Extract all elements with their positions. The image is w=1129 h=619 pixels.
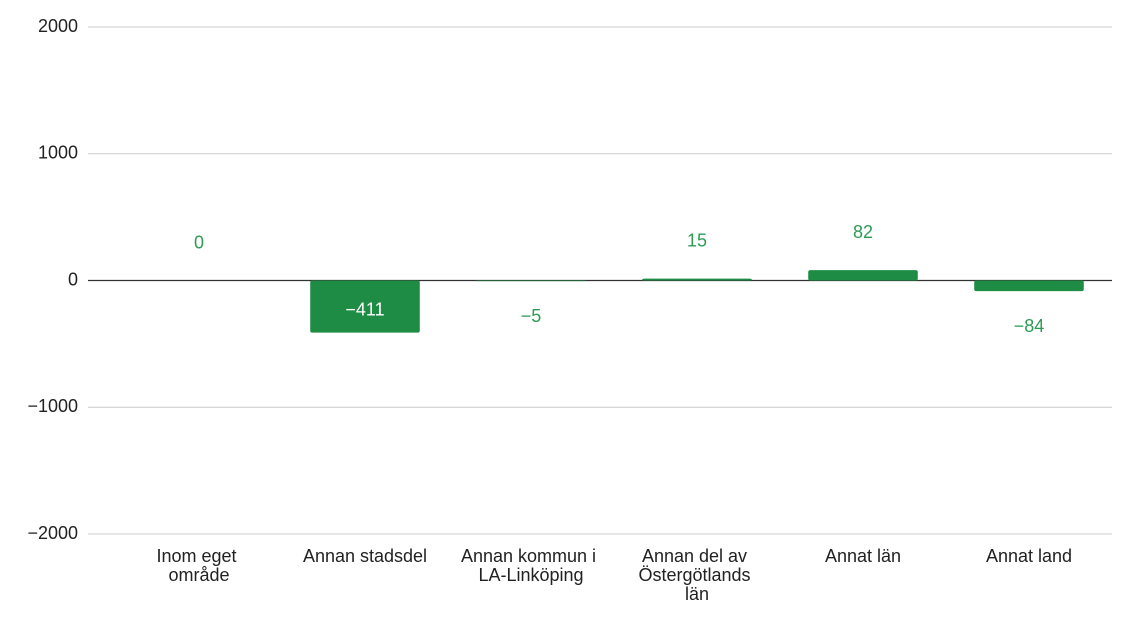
bar (974, 280, 1084, 292)
bar (310, 280, 420, 333)
x-tick-label: Inom eget område (156, 546, 241, 585)
x-tick-label: Annan stadsdel (303, 546, 427, 566)
bar (476, 280, 586, 282)
bar (808, 270, 918, 281)
value-label: −84 (1014, 316, 1045, 336)
x-tick-label: Annat land (986, 546, 1072, 566)
value-label: −411 (345, 299, 384, 319)
y-tick-label: 0 (68, 269, 78, 289)
x-tick-label: Annan kommun i LA-Linköping (461, 546, 601, 585)
value-label: 82 (853, 222, 873, 242)
x-tick-label: Annat län (825, 546, 901, 566)
y-tick-label: −1000 (27, 396, 78, 416)
bar (642, 278, 752, 281)
value-label: 0 (194, 232, 204, 252)
y-tick-label: 2000 (38, 16, 78, 36)
x-tick-label: Annan del av Östergötlands län (638, 546, 755, 604)
y-tick-label: 1000 (38, 143, 78, 163)
value-label: 15 (687, 230, 707, 250)
value-label: −5 (521, 306, 542, 326)
y-tick-label: −2000 (27, 523, 78, 543)
